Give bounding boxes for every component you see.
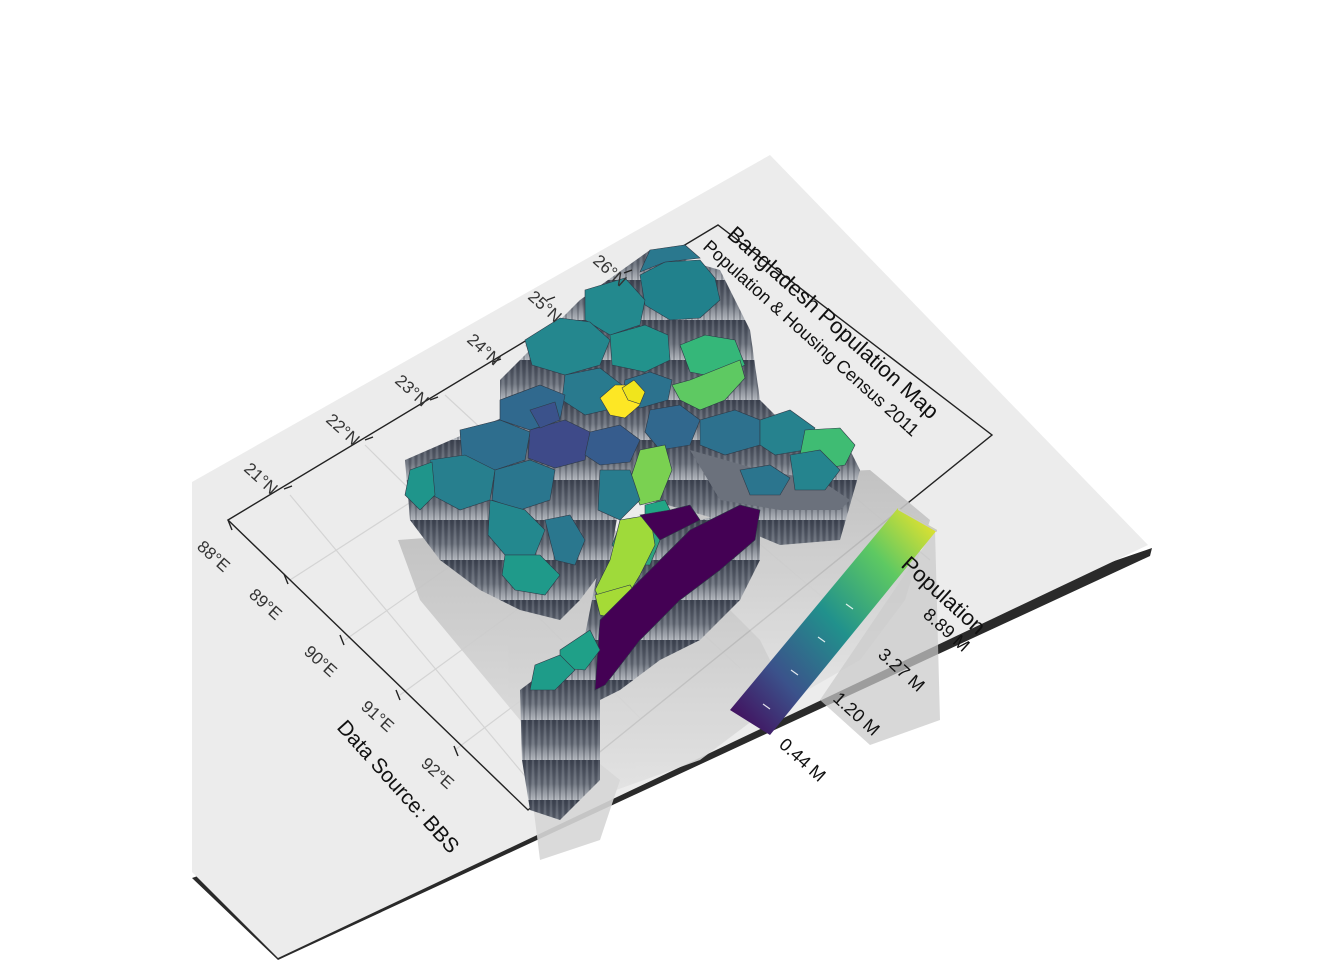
district-khagrachhari <box>639 504 701 541</box>
district-satkhira <box>404 461 436 511</box>
district-teknaf <box>529 654 576 691</box>
district-faridpur <box>527 419 591 469</box>
district-patuakhali <box>501 554 561 596</box>
district-bogura <box>609 324 671 373</box>
district-natore <box>529 401 561 429</box>
district-tangail <box>621 379 646 405</box>
legend-label-0: 0.44 M <box>775 734 829 786</box>
longitude-axis <box>227 519 459 757</box>
district-netrokona <box>789 449 841 491</box>
legend-shadow <box>820 530 940 745</box>
district-dinajpur <box>584 277 646 336</box>
district-sunamganj <box>739 464 791 496</box>
district-gaibandha <box>639 244 701 273</box>
district-rangpur <box>639 259 721 321</box>
district-rangamati <box>594 504 761 691</box>
latitude-axis <box>283 269 633 490</box>
district-rajshahi <box>524 317 611 376</box>
district-kishoreganj <box>644 404 701 451</box>
district-gopalganj <box>491 459 556 511</box>
district-chandpur <box>597 469 641 521</box>
district-bhola <box>544 514 586 566</box>
legend-colorbar <box>730 508 937 735</box>
district-tops <box>404 244 856 691</box>
district-munshiganj <box>584 424 641 466</box>
district-sylhet <box>671 359 746 411</box>
